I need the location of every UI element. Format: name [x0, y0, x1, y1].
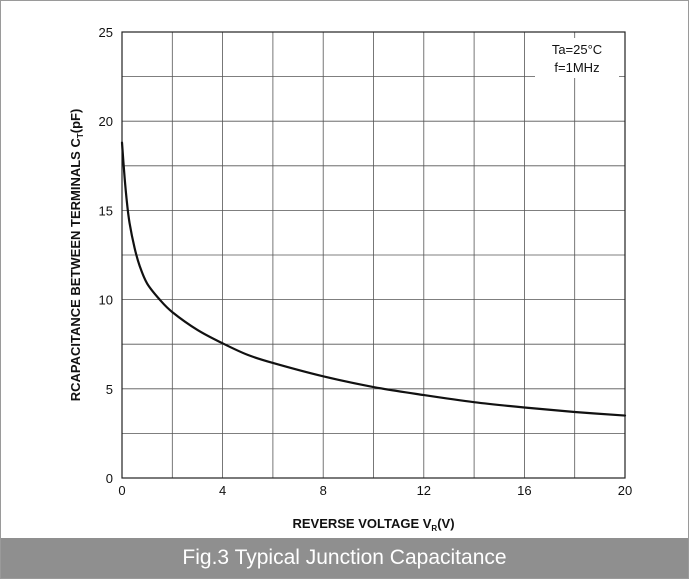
x-tick-label: 16	[517, 483, 531, 498]
y-tick-label: 20	[99, 114, 113, 129]
condition-frequency: f=1MHz	[554, 60, 599, 75]
y-tick-label: 0	[106, 471, 113, 486]
x-axis-title: REVERSE VOLTAGE VR(V)	[292, 516, 454, 533]
plot-area	[121, 31, 626, 479]
x-axis-title-unit: (V)	[437, 516, 454, 531]
tick-labels: 0 4 8 12 16 20 0 5 10 15 20 25	[99, 25, 633, 498]
y-tick-label: 15	[99, 203, 113, 218]
x-tick-label: 8	[320, 483, 327, 498]
conditions-box	[535, 38, 619, 78]
x-tick-label: 4	[219, 483, 226, 498]
series-layer	[120, 141, 627, 417]
grid-lines	[122, 32, 625, 478]
y-axis-title-unit: (pF)	[68, 109, 83, 134]
y-tick-label: 25	[99, 25, 113, 40]
x-tick-label: 12	[417, 483, 431, 498]
x-axis-title-subscript: R	[431, 524, 437, 533]
y-tick-label: 10	[99, 293, 113, 308]
y-tick-label: 5	[106, 382, 113, 397]
x-tick-label: 20	[618, 483, 632, 498]
y-axis-title-subscript: T	[76, 133, 85, 138]
x-axis-title-main: REVERSE VOLTAGE V	[292, 516, 431, 531]
figure-caption: Fig.3 Typical Junction Capacitance	[1, 538, 688, 578]
capacitance-curve	[120, 141, 627, 417]
y-axis-title: RCAPACITANCE BETWEEN TERMINALS CT(pF)	[68, 109, 85, 402]
y-axis-title-main: RCAPACITANCE BETWEEN TERMINALS C	[68, 138, 83, 402]
condition-temperature: Ta=25°C	[552, 42, 602, 57]
x-tick-label: 0	[118, 483, 125, 498]
